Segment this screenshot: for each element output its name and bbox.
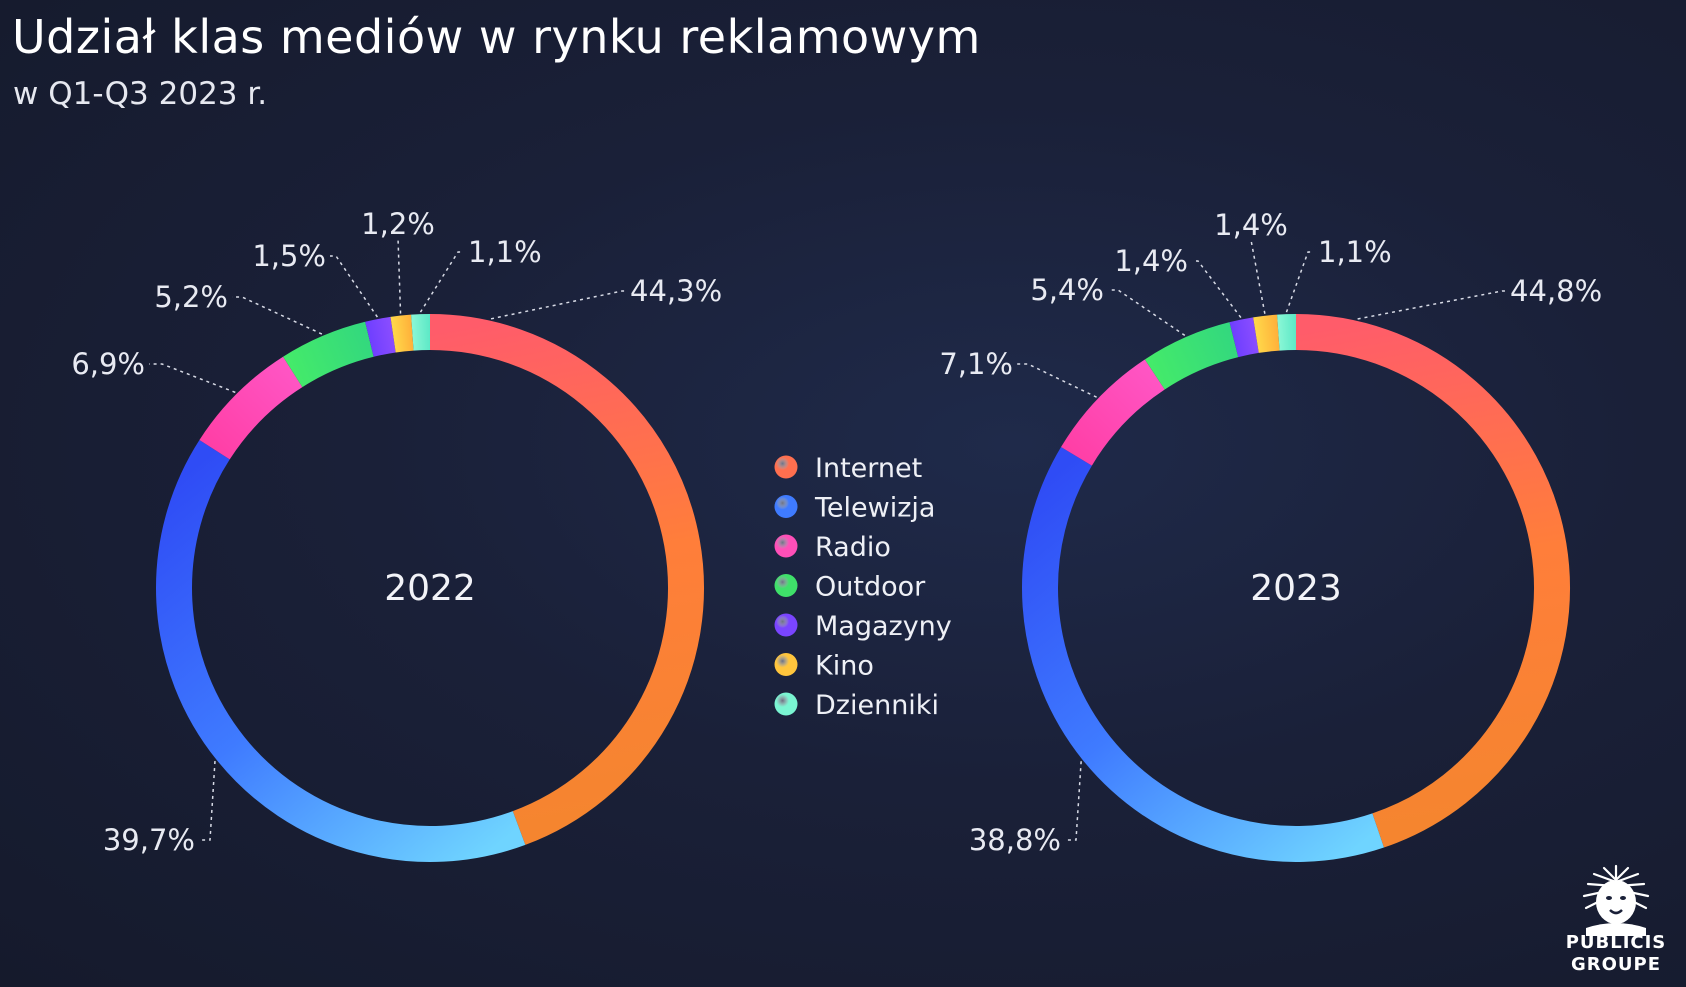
lion-icon (1582, 864, 1650, 936)
legend-item-outdoor: Outdoor (815, 572, 926, 603)
leader-line (490, 290, 626, 320)
chart-subtitle: w Q1-Q3 2023 r. (13, 76, 268, 112)
logo-text-groupe: GROUPE (1570, 954, 1662, 975)
leader-line (1285, 251, 1314, 313)
legend-marker-radio (774, 534, 798, 558)
slice-telewizja (1022, 447, 1384, 862)
donut-chart-2023: 44,8% 38,8% 7,1% 5,4% 1,4% 1,4% 1,1% 2023 (939, 208, 1602, 862)
center-year-label: 2023 (1250, 568, 1342, 609)
legend-marker-telewizja (774, 495, 798, 518)
slice-outdoor (283, 321, 374, 388)
chart-title: Udział klas mediów w rynku reklamowym (12, 10, 981, 64)
slice-radio (199, 356, 303, 460)
leader-line (199, 761, 216, 841)
data-label-dzienniki: 1,1% (468, 235, 542, 269)
data-label-telewizja: 38,8% (969, 823, 1061, 857)
slice-kino (390, 314, 414, 353)
slice-telewizja (156, 439, 526, 862)
leader-line (1017, 363, 1097, 398)
data-label-internet: 44,8% (1510, 274, 1602, 308)
data-label-radio: 7,1% (939, 347, 1013, 381)
legend-item-internet: Internet (815, 453, 922, 484)
slice-magazyny (1229, 317, 1259, 358)
legend-marker-kino (774, 653, 798, 676)
legend-marker-outdoor (774, 574, 798, 597)
leader-line (1065, 761, 1082, 841)
legend-item-kino: Kino (815, 651, 874, 682)
leader-line (149, 363, 236, 394)
legend-marker-dzienniki (774, 692, 798, 716)
slice-kino (1253, 314, 1280, 353)
leader-line (1192, 260, 1242, 319)
legend-item-magazyny: Magazyny (815, 611, 952, 642)
data-label-telewizja: 39,7% (103, 823, 195, 857)
leader-line (397, 237, 402, 314)
legend-marker-magazyny (774, 613, 798, 637)
logo-text-publicis: PUBLICIS (1565, 932, 1667, 953)
legend: Internet Telewizja Radio Outdoor Magazyny Kin… (774, 453, 952, 721)
data-label-outdoor: 5,4% (1030, 273, 1104, 307)
slice-magazyny (365, 316, 396, 357)
legend-item-radio: Radio (815, 532, 891, 563)
leader-line (330, 255, 379, 318)
data-label-radio: 6,9% (71, 347, 145, 381)
slice-internet (429, 314, 704, 845)
data-label-kino: 1,2% (361, 207, 435, 241)
leader-line (1357, 290, 1506, 320)
slice-internet (1295, 314, 1570, 848)
data-label-magazyny: 1,4% (1114, 244, 1188, 278)
donut-chart-2022: 44,3% 39,7% 6,9% 5,2% 1,5% 1,2% 1,1% 2022 (71, 207, 722, 862)
data-label-magazyny: 1,5% (252, 239, 326, 273)
publicis-groupe-logo: PUBLICIS GROUPE (1556, 858, 1676, 978)
data-label-internet: 44,3% (630, 274, 722, 308)
center-year-label: 2022 (384, 568, 476, 609)
leader-line (1250, 239, 1266, 314)
slice-radio (1061, 359, 1165, 466)
slice-dzienniki (1277, 314, 1297, 351)
slice-outdoor (1144, 322, 1239, 390)
data-label-outdoor: 5,2% (154, 280, 228, 314)
legend-item-telewizja: Telewizja (814, 493, 935, 524)
leader-line (419, 251, 464, 313)
leader-line (232, 296, 323, 335)
legend-marker-internet (774, 455, 798, 479)
legend-item-dzienniki: Dzienniki (815, 690, 939, 721)
data-label-kino: 1,4% (1214, 208, 1288, 242)
slice-dzienniki (411, 314, 431, 351)
data-label-dzienniki: 1,1% (1318, 235, 1392, 269)
leader-line (1108, 289, 1186, 337)
